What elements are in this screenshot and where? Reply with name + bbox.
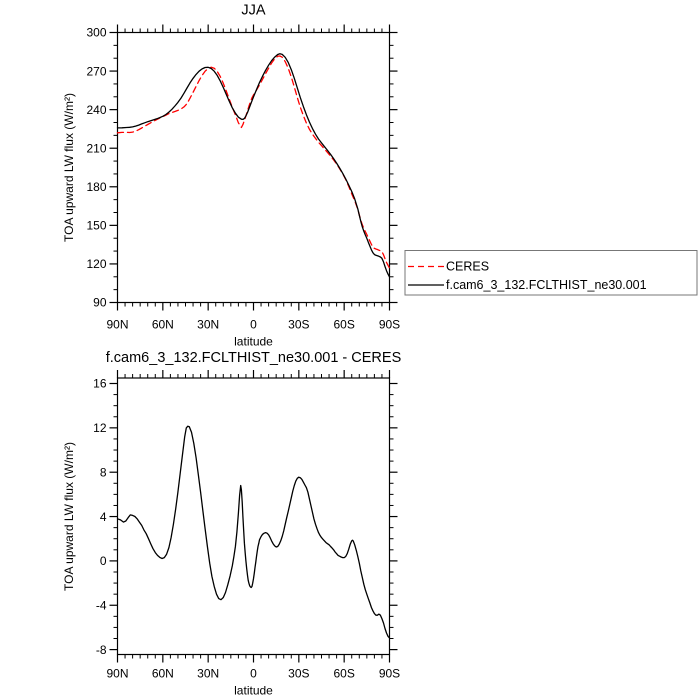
x-tick-label: 30N: [197, 318, 219, 332]
bottom-panel-axes: 90N 60N 30N 0 30S 60S 90S -8 -4 0 4 8 12 16: [93, 370, 400, 681]
series-line-f-cam6-3-132-fclthist-ne30-001: [116, 53, 391, 278]
top-panel-ylabel: TOA upward LW flux (W/m²): [62, 93, 76, 242]
y-tick-label: 150: [86, 219, 106, 233]
bottom-panel: f.cam6_3_132.FCLTHIST_ne30.001 - CERES T…: [62, 350, 401, 698]
bottom-panel-curves: [116, 425, 391, 639]
top-panel-curves: [116, 53, 391, 278]
top-panel: JJA TOA upward LW flux (W/m²) latitude 9…: [62, 3, 698, 349]
y-tick-label: 240: [86, 103, 106, 117]
y-tick-label: 180: [86, 180, 106, 194]
bottom-panel-xlabel: latitude: [234, 684, 273, 698]
y-tick-label: 0: [100, 554, 107, 568]
top-panel-xlabel: latitude: [234, 335, 273, 349]
legend: CERES f.cam6_3_132.FCLTHIST_ne30.001: [404, 250, 698, 296]
y-tick-label: -8: [96, 643, 107, 657]
x-tick-label: 90S: [379, 667, 400, 681]
x-tick-label: 60N: [152, 667, 174, 681]
x-tick-label: 30N: [197, 667, 219, 681]
plot-frame: [116, 377, 391, 656]
y-tick-label: 16: [93, 377, 107, 391]
bottom-panel-ylabel: TOA upward LW flux (W/m²): [62, 442, 76, 591]
x-tick-label: 30S: [288, 667, 309, 681]
series-line-ceres: [116, 55, 391, 269]
y-tick-label: 210: [86, 141, 106, 155]
x-tick-label: 0: [250, 318, 257, 332]
x-tick-label: 90N: [106, 318, 128, 332]
top-panel-axes: 90N 60N 30N 0 30S 60S 90S 90 120 150 180 210 240 270 3…: [86, 24, 400, 332]
y-tick-label: -4: [96, 598, 107, 612]
x-tick-label: 60S: [333, 667, 354, 681]
y-tick-label: 90: [93, 296, 107, 310]
x-tick-label: 90S: [379, 318, 400, 332]
legend-box: [404, 250, 698, 296]
y-tick-label: 270: [86, 64, 106, 78]
x-tick-label: 0: [250, 667, 257, 681]
y-tick-label: 120: [86, 257, 106, 271]
y-tick-label: 8: [100, 465, 107, 479]
legend-label-ceres: CERES: [446, 260, 489, 274]
plot-frame: [116, 31, 391, 304]
y-tick-label: 4: [100, 510, 107, 524]
x-tick-label: 90N: [106, 667, 128, 681]
x-tick-label: 60N: [152, 318, 174, 332]
bottom-panel-title: f.cam6_3_132.FCLTHIST_ne30.001 - CERES: [106, 350, 402, 366]
y-tick-label: 12: [93, 421, 107, 435]
x-tick-label: 60S: [333, 318, 354, 332]
series-line-difference: [116, 425, 391, 639]
y-tick-label: 300: [86, 26, 106, 40]
x-tick-label: 30S: [288, 318, 309, 332]
top-panel-title: JJA: [241, 3, 266, 19]
legend-label-model: f.cam6_3_132.FCLTHIST_ne30.001: [446, 278, 647, 292]
